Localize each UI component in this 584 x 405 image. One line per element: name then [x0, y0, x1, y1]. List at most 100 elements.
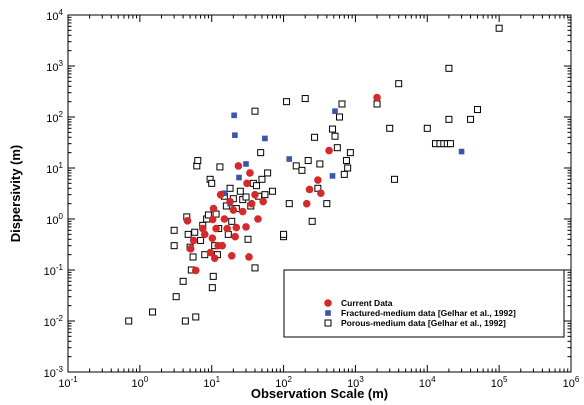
y-tick-label: 10-1: [44, 263, 64, 278]
x-tick-label: 102: [275, 375, 292, 390]
data-point: [445, 64, 453, 72]
x-tick-label: 100: [132, 375, 149, 390]
data-point: [305, 185, 314, 194]
data-point: [125, 317, 133, 325]
data-point: [298, 166, 306, 174]
data-point: [189, 253, 197, 261]
data-point: [231, 232, 239, 241]
data-point: [183, 217, 192, 225]
data-point: [386, 124, 394, 132]
y-tick-label: 10-2: [44, 314, 64, 329]
data-point: [261, 191, 269, 199]
y-tick-label: 103: [46, 59, 63, 74]
data-point: [257, 149, 265, 157]
data-point: [262, 135, 268, 142]
x-tick-label: 105: [491, 375, 508, 390]
data-point: [194, 157, 202, 165]
legend-marker: [324, 299, 332, 307]
data-point: [243, 179, 251, 188]
data-point: [333, 144, 341, 152]
data-point: [244, 235, 252, 243]
data-point: [329, 173, 336, 179]
data-point: [232, 223, 241, 232]
legend-marker: [324, 319, 332, 327]
data-point: [218, 241, 227, 250]
data-point: [474, 106, 482, 114]
data-point: [246, 169, 254, 177]
data-point: [252, 182, 260, 190]
y-tick-label: 100: [46, 212, 63, 227]
data-point: [226, 184, 234, 192]
series-0: [183, 93, 381, 275]
data-point: [301, 95, 309, 103]
data-point: [338, 100, 346, 108]
data-point: [323, 200, 331, 208]
data-point: [373, 100, 381, 108]
y-tick-label: 104: [46, 8, 63, 23]
data-point: [446, 140, 454, 148]
legend-label: Current Data: [341, 298, 393, 308]
data-point: [209, 204, 218, 213]
data-point: [184, 230, 192, 238]
data-point: [186, 245, 195, 253]
x-tick-label: 104: [419, 375, 436, 390]
data-point: [316, 160, 324, 168]
data-point: [236, 187, 244, 195]
data-point: [226, 197, 234, 206]
data-point: [283, 98, 291, 106]
y-tick-label: 10-3: [44, 365, 64, 380]
data-point: [224, 230, 232, 238]
data-point: [231, 112, 237, 119]
data-point: [208, 284, 216, 292]
data-point: [258, 175, 266, 183]
data-point: [285, 200, 293, 208]
data-point: [331, 132, 339, 140]
x-tick-label: 101: [203, 375, 220, 390]
data-point: [268, 187, 276, 195]
data-points: [125, 24, 503, 325]
data-point: [467, 115, 475, 123]
data-point: [206, 248, 215, 257]
data-point: [245, 253, 253, 261]
data-point: [458, 148, 465, 155]
data-point: [254, 215, 262, 223]
data-point: [373, 93, 381, 102]
data-point: [234, 162, 243, 170]
data-point: [346, 149, 354, 157]
data-point: [340, 170, 348, 178]
data-point: [344, 164, 352, 172]
data-point: [332, 108, 338, 114]
data-point: [232, 132, 238, 138]
data-point: [243, 161, 249, 167]
data-point: [170, 242, 178, 250]
data-point: [208, 234, 217, 243]
data-point: [197, 236, 205, 244]
legend-marker: [325, 310, 331, 316]
data-point: [209, 272, 217, 280]
x-tick-label: 10-1: [58, 375, 78, 390]
data-point: [212, 224, 220, 233]
data-point: [216, 163, 224, 171]
y-axis-title: Dispersivity (m): [8, 145, 23, 243]
data-point: [242, 223, 250, 231]
data-point: [181, 317, 189, 325]
data-point: [223, 224, 231, 233]
data-point: [242, 193, 250, 201]
data-point: [308, 217, 316, 225]
data-point: [317, 189, 325, 198]
data-point: [251, 264, 259, 272]
data-point: [208, 215, 217, 224]
y-tick-label: 102: [46, 110, 63, 125]
x-axis-title: Observation Scale (m): [251, 386, 388, 401]
data-point: [280, 230, 288, 238]
data-point: [314, 176, 322, 184]
data-point: [220, 215, 229, 223]
plot-frame: [67, 14, 572, 373]
x-tick-label: 103: [347, 375, 364, 390]
data-point: [251, 107, 259, 115]
data-point: [335, 113, 343, 121]
data-point: [229, 206, 238, 214]
data-point: [311, 133, 319, 141]
data-point: [200, 230, 209, 239]
